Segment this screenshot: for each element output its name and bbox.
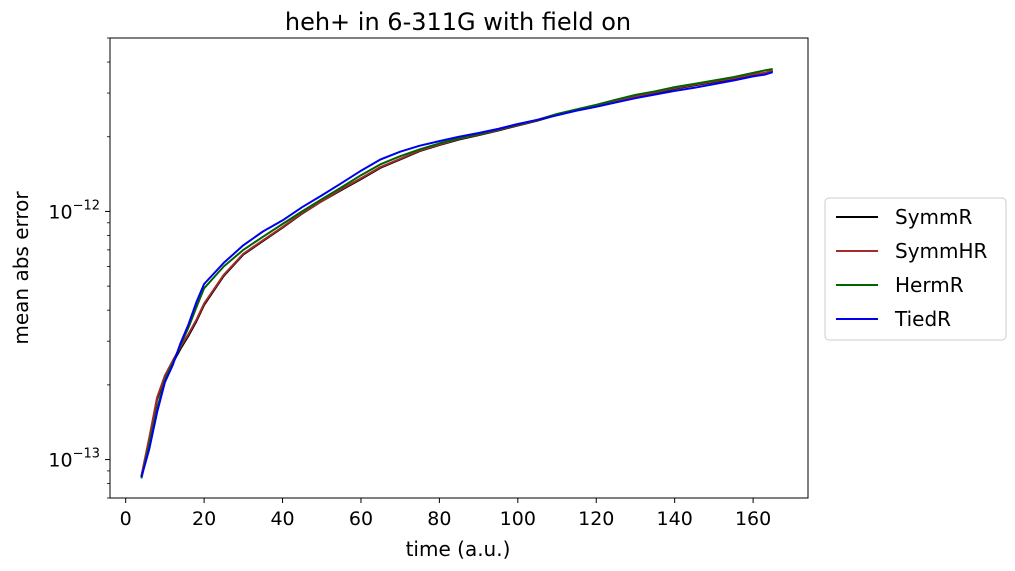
y-axis: 10−13 10−12 [48,37,110,499]
x-tick-label: 100 [500,508,536,530]
legend: SymmR SymmHR HermR TiedR [824,197,1007,341]
x-tick-label: 40 [270,508,294,530]
x-tick-label: 60 [349,508,373,530]
series-line-TiedR [140,71,773,478]
plot-frame [109,37,809,499]
x-tick-label: 80 [427,508,451,530]
y-tick-label: 10−13 [48,447,100,472]
series-line-SymmHR [140,69,773,477]
series-layer [140,68,773,479]
series-line-SymmR [140,70,773,478]
x-tick-label: 140 [657,508,693,530]
legend-label-SymmR: SymmR [895,205,972,229]
y-tick-label: 10−12 [48,198,100,223]
x-tick-label: 0 [120,508,132,530]
x-tick-label: 120 [578,508,614,530]
x-tick-label: 20 [192,508,216,530]
x-axis-label: time (a.u.) [406,537,511,561]
series-line-HermR [140,68,773,479]
plot-area: 0 20 40 60 80 100 120 140 160 10−13 10−12 [48,37,809,530]
y-axis-label: mean abs error [9,191,33,345]
legend-label-HermR: HermR [895,273,964,297]
legend-label-TiedR: TiedR [894,307,951,331]
chart-title: heh+ in 6-311G with field on [285,8,631,36]
legend-frame [824,197,1007,341]
x-axis: 0 20 40 60 80 100 120 140 160 [120,498,771,530]
x-tick-label: 160 [735,508,771,530]
legend-label-SymmHR: SymmHR [895,239,988,263]
